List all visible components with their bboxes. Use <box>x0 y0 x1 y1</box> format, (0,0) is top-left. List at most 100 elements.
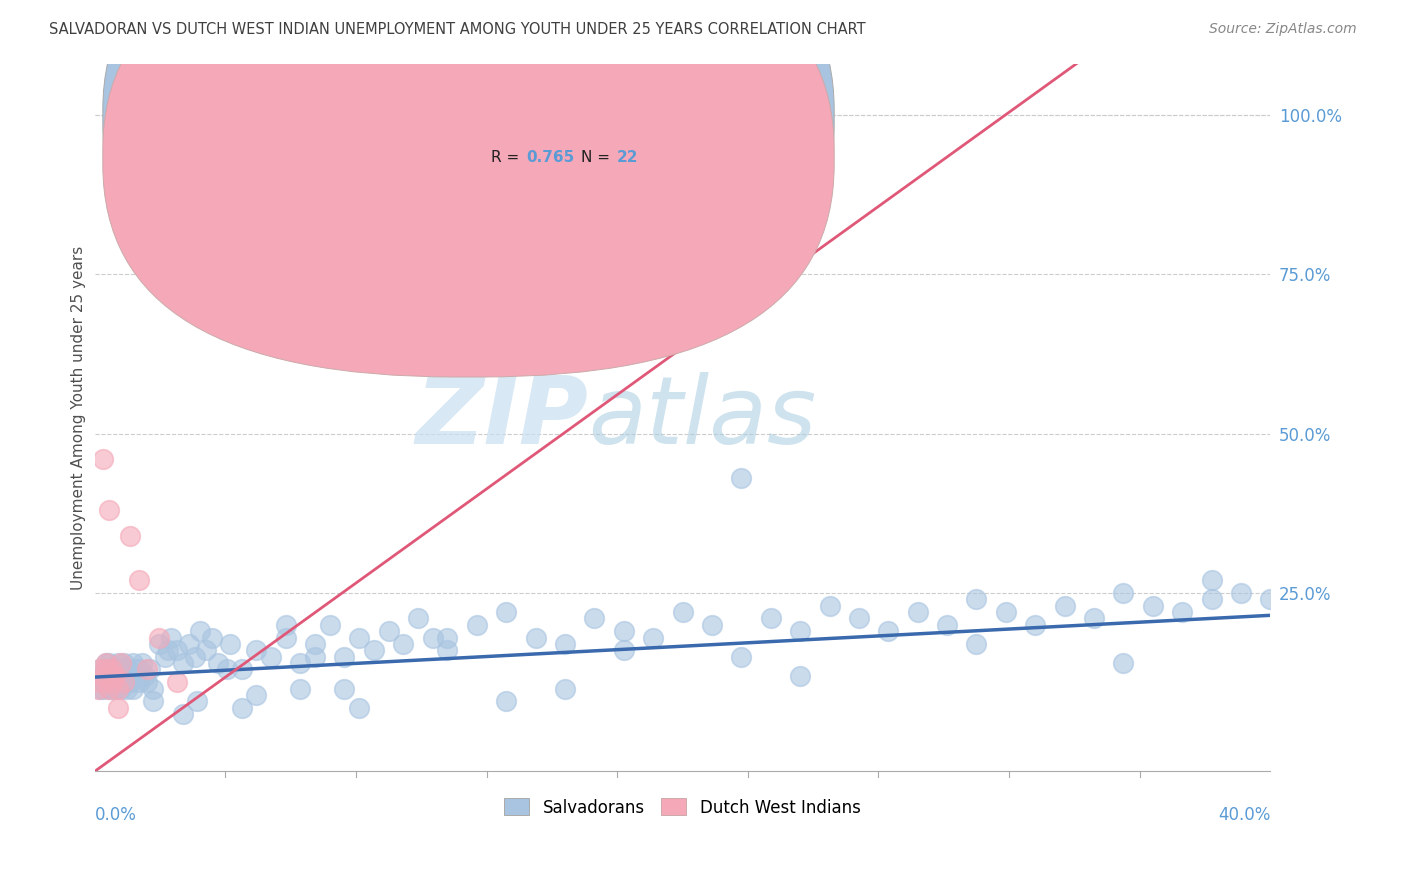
Point <box>96 663 118 677</box>
Point <box>98 503 121 517</box>
Point <box>613 643 636 657</box>
Text: N =: N = <box>582 150 620 164</box>
Point <box>128 574 150 588</box>
Point <box>392 637 415 651</box>
Text: N =: N = <box>582 110 616 125</box>
Point <box>554 637 576 651</box>
Point <box>160 631 183 645</box>
Point <box>93 669 115 683</box>
Text: 22: 22 <box>617 150 638 164</box>
Point <box>101 669 124 683</box>
Point <box>1230 586 1253 600</box>
Point <box>347 700 370 714</box>
Point <box>96 675 118 690</box>
Point <box>274 618 297 632</box>
Legend: Salvadorans, Dutch West Indians: Salvadorans, Dutch West Indians <box>498 792 868 823</box>
Point <box>671 605 693 619</box>
Point <box>107 656 129 670</box>
Point <box>89 681 111 696</box>
Point <box>104 663 127 677</box>
Point <box>86 669 108 683</box>
Point <box>125 663 148 677</box>
Point <box>166 675 188 690</box>
Point <box>554 681 576 696</box>
Point <box>112 656 135 670</box>
Point <box>136 663 159 677</box>
Point <box>1260 592 1282 607</box>
Point <box>436 631 458 645</box>
Point <box>131 656 153 670</box>
Text: atlas: atlas <box>589 372 817 463</box>
Text: R =: R = <box>491 110 524 125</box>
Point <box>818 599 841 613</box>
Point <box>1053 599 1076 613</box>
Point <box>1142 599 1164 613</box>
Point <box>172 656 194 670</box>
Text: 0.765: 0.765 <box>526 150 575 164</box>
Y-axis label: Unemployment Among Youth under 25 years: Unemployment Among Youth under 25 years <box>72 245 86 590</box>
Point <box>166 643 188 657</box>
Point <box>153 649 176 664</box>
Point <box>907 605 929 619</box>
Point <box>128 675 150 690</box>
Point <box>183 649 205 664</box>
Point <box>101 669 124 683</box>
Point <box>966 637 988 651</box>
Point <box>136 675 159 690</box>
Point <box>759 611 782 625</box>
Point <box>1112 586 1135 600</box>
Point <box>118 675 141 690</box>
Point <box>89 663 111 677</box>
Point <box>231 663 253 677</box>
Point <box>110 663 132 677</box>
Point <box>118 669 141 683</box>
Point <box>125 669 148 683</box>
FancyBboxPatch shape <box>103 0 834 377</box>
Point <box>101 669 124 683</box>
Point <box>104 681 127 696</box>
Point <box>274 631 297 645</box>
Point <box>406 611 429 625</box>
Point <box>848 611 870 625</box>
Point <box>347 631 370 645</box>
Point <box>98 656 121 670</box>
Point <box>107 669 129 683</box>
Point <box>107 675 129 690</box>
Point <box>465 618 488 632</box>
Point <box>377 624 399 639</box>
Point <box>121 681 143 696</box>
Text: 0.0%: 0.0% <box>94 806 136 824</box>
Point <box>218 637 240 651</box>
Point <box>93 452 115 467</box>
Point <box>789 624 811 639</box>
Point <box>215 663 238 677</box>
Point <box>101 675 124 690</box>
Point <box>363 643 385 657</box>
Point <box>333 649 356 664</box>
Point <box>112 675 135 690</box>
Point <box>436 643 458 657</box>
Point <box>110 669 132 683</box>
Text: 40.0%: 40.0% <box>1218 806 1271 824</box>
Point <box>877 624 900 639</box>
Point <box>142 694 165 708</box>
Point <box>260 649 283 664</box>
Point <box>101 663 124 677</box>
Point <box>195 643 218 657</box>
Text: SALVADORAN VS DUTCH WEST INDIAN UNEMPLOYMENT AMONG YOUTH UNDER 25 YEARS CORRELAT: SALVADORAN VS DUTCH WEST INDIAN UNEMPLOY… <box>49 22 866 37</box>
Point <box>290 656 312 670</box>
Point <box>110 681 132 696</box>
Point <box>118 529 141 543</box>
Point <box>177 637 200 651</box>
Point <box>304 649 326 664</box>
Point <box>186 694 208 708</box>
Point <box>524 631 547 645</box>
Point <box>700 618 723 632</box>
Point <box>1112 656 1135 670</box>
Point <box>157 643 180 657</box>
Point <box>93 681 115 696</box>
Point <box>245 688 267 702</box>
Point <box>1083 611 1105 625</box>
Point <box>98 663 121 677</box>
Text: 0.329: 0.329 <box>526 110 575 125</box>
